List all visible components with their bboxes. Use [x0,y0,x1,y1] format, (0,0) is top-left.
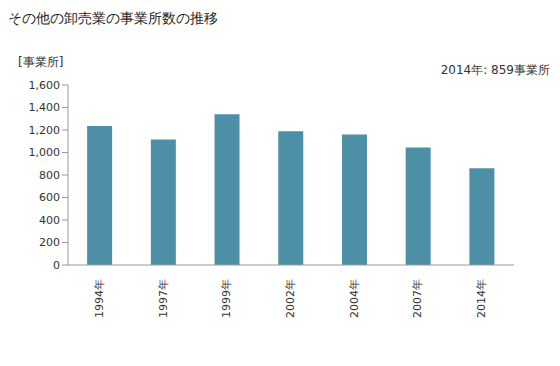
svg-text:600: 600 [39,191,60,204]
svg-text:1999年: 1999年 [220,279,233,318]
svg-text:2004年: 2004年 [348,279,361,318]
svg-text:2002年: 2002年 [284,279,297,318]
svg-text:2007年: 2007年 [411,279,424,318]
html-text:[事業所]: [事業所] [18,55,64,69]
svg-text:1,200: 1,200 [29,124,61,137]
svg-text:200: 200 [39,236,60,249]
html-text:その他の卸売業の事業所数の推移: その他の卸売業の事業所数の推移 [8,10,218,26]
svg-text:0: 0 [53,259,60,272]
svg-text:800: 800 [39,169,60,182]
svg-text:1994年: 1994年 [93,279,106,318]
svg-text:400: 400 [39,214,60,227]
svg-text:1997年: 1997年 [157,279,170,318]
svg-text:1,000: 1,000 [29,146,61,159]
html-text:2014年: 859事業所: 2014年: 859事業所 [440,63,550,77]
svg-text:2014年: 2014年 [475,279,488,318]
svg-text:1,400: 1,400 [29,101,61,114]
svg-text:1,600: 1,600 [29,79,61,92]
